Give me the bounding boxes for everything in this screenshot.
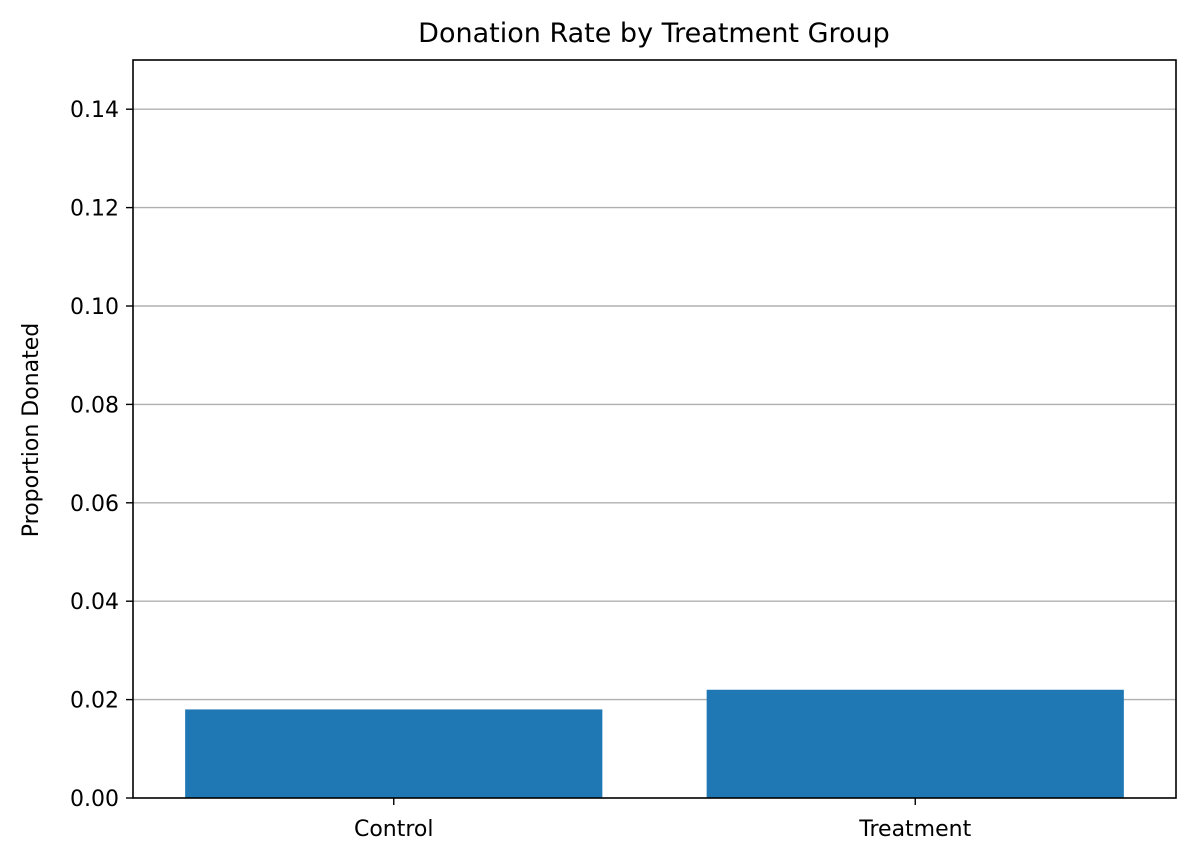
x-tick-label: Treatment — [858, 817, 971, 842]
axes — [126, 59, 1177, 805]
y-tick-label: 0.08 — [70, 393, 119, 418]
y-tick-label: 0.12 — [70, 197, 119, 222]
bars — [185, 689, 1124, 798]
chart-title: Donation Rate by Treatment Group — [418, 18, 890, 49]
y-tick-label: 0.10 — [70, 295, 119, 320]
y-tick-label: 0.06 — [70, 492, 119, 517]
y-tick-label: 0.02 — [70, 689, 119, 714]
gridlines — [133, 108, 1176, 701]
y-tick-label: 0.14 — [70, 98, 119, 123]
plot-frame — [132, 59, 1177, 799]
y-axis-label: Proportion Donated — [19, 323, 44, 537]
bar-control — [185, 709, 603, 798]
x-tick-label: Control — [354, 817, 434, 842]
tick-labels: 0.00 0.02 0.04 0.06 0.08 0.10 0.12 0.14 Control T… — [70, 98, 972, 842]
y-tick-label: 0.04 — [70, 590, 119, 615]
bar-treatment — [706, 689, 1124, 798]
y-tick-label: 0.00 — [70, 787, 119, 812]
